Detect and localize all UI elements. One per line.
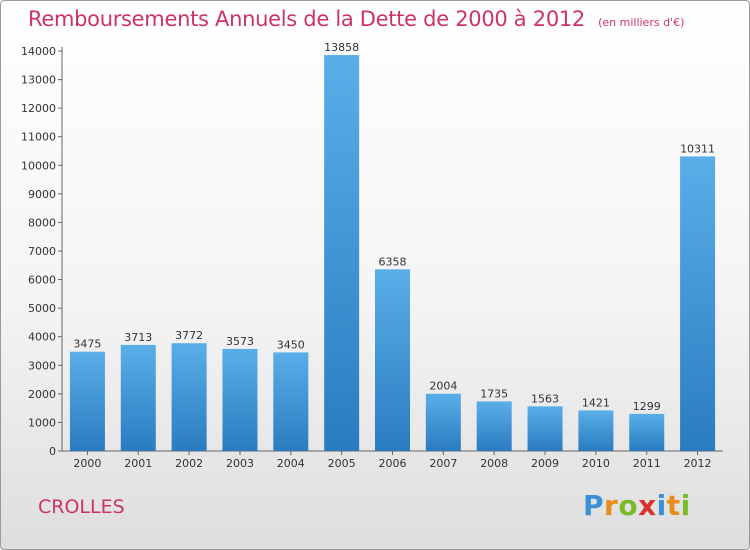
bar-2011 — [629, 413, 665, 451]
x-tick-label-2005: 2005 — [328, 457, 356, 470]
y-tick-label: 14000 — [21, 45, 56, 58]
x-tick-label-2008: 2008 — [480, 457, 508, 470]
y-tick-label: 10000 — [21, 159, 56, 172]
y-tick-label: 8000 — [28, 216, 56, 229]
y-tick-label: 3000 — [28, 359, 56, 372]
x-tick-label-2000: 2000 — [73, 457, 101, 470]
bar-2001 — [120, 344, 156, 451]
y-tick-label: 9000 — [28, 188, 56, 201]
bar-2005 — [324, 55, 360, 452]
y-tick-label: 2000 — [28, 388, 56, 401]
value-label-2007: 2004 — [429, 380, 457, 393]
value-label-2012: 10311 — [680, 142, 715, 155]
value-label-2006: 6358 — [379, 255, 407, 268]
bar-2000 — [69, 351, 105, 451]
x-tick-label-2003: 2003 — [226, 457, 254, 470]
logo-letter: i — [680, 489, 691, 522]
x-tick-label-2009: 2009 — [531, 457, 559, 470]
bar-2012 — [680, 156, 716, 451]
bar-2008 — [476, 401, 512, 451]
bar-2010 — [578, 410, 614, 451]
chart-title: Remboursements Annuels de la Dette de 20… — [28, 7, 585, 31]
bar-2002 — [171, 343, 207, 451]
y-tick-label: 4000 — [28, 331, 56, 344]
value-label-2000: 3475 — [73, 338, 101, 351]
chart-subtitle: (en milliers d'€) — [598, 16, 685, 29]
y-tick-label: 0 — [49, 445, 56, 458]
proxiti-logo: Proxiti — [583, 489, 691, 522]
value-label-2005: 13858 — [324, 41, 359, 54]
x-tick-label-2011: 2011 — [633, 457, 661, 470]
commune-name: CROLLES — [38, 496, 125, 518]
value-label-2003: 3573 — [226, 335, 254, 348]
value-label-2011: 1299 — [633, 400, 661, 413]
y-tick-label: 12000 — [21, 102, 56, 115]
value-label-2001: 3713 — [124, 331, 152, 344]
x-tick-label-2012: 2012 — [684, 457, 712, 470]
bar-2003 — [222, 348, 258, 451]
logo-letter: o — [618, 489, 639, 522]
x-tick-label-2007: 2007 — [429, 457, 457, 470]
logo-letter: r — [604, 489, 619, 522]
x-tick-label-2004: 2004 — [277, 457, 305, 470]
x-tick-label-2010: 2010 — [582, 457, 610, 470]
y-tick-label: 13000 — [21, 74, 56, 87]
x-tick-label-2006: 2006 — [379, 457, 407, 470]
value-label-2002: 3772 — [175, 329, 203, 342]
bar-2009 — [527, 406, 563, 451]
logo-letter: P — [583, 489, 605, 522]
y-tick-label: 1000 — [28, 416, 56, 429]
value-label-2010: 1421 — [582, 396, 610, 409]
y-tick-label: 11000 — [21, 131, 56, 144]
y-tick-label: 7000 — [28, 245, 56, 258]
bar-2004 — [273, 352, 309, 451]
chart-title-row: Remboursements Annuels de la Dette de 20… — [28, 7, 684, 31]
value-label-2009: 1563 — [531, 392, 559, 405]
logo-letter: x — [638, 489, 657, 522]
y-tick-label: 6000 — [28, 274, 56, 287]
x-tick-label-2002: 2002 — [175, 457, 203, 470]
value-label-2008: 1735 — [480, 387, 508, 400]
bar-2006 — [375, 269, 410, 451]
x-tick-label-2001: 2001 — [124, 457, 152, 470]
bar-2007 — [425, 393, 461, 451]
y-tick-label: 5000 — [28, 302, 56, 315]
logo-letter: t — [666, 489, 681, 522]
logo-letter: i — [656, 489, 667, 522]
value-label-2004: 3450 — [277, 338, 305, 351]
